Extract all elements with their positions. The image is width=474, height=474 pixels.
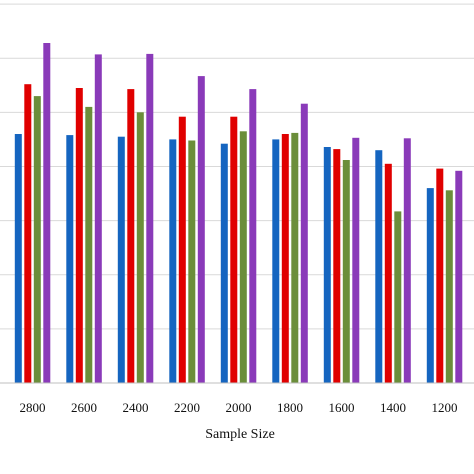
x-tick-label: 1800 [277, 400, 303, 415]
bar-2800-series-1 [14, 134, 22, 383]
x-tick-label: 2000 [226, 400, 252, 415]
bar-2200-series-3 [188, 140, 196, 383]
bar-1400-series-3 [394, 211, 402, 383]
x-tick-labels: 2800 2600 2400 2200 2000 1800 1600 1400 1200 [20, 400, 458, 415]
bar-1200-series-4 [455, 170, 463, 383]
bar-2000-series-2 [230, 116, 238, 383]
bar-2200-series-2 [178, 116, 186, 383]
bar-2800-series-4 [43, 43, 51, 383]
bar-1800-series-4 [300, 103, 308, 383]
bar-1600-series-3 [342, 160, 350, 383]
bar-2000-series-3 [239, 131, 247, 383]
bar-2600-series-2 [75, 88, 83, 383]
bar-2600-series-3 [85, 106, 93, 384]
bar-1400-series-4 [403, 138, 411, 383]
x-axis-title: Sample Size [205, 427, 275, 442]
x-tick-label: 1200 [432, 400, 458, 415]
bar-2000-series-1 [220, 143, 228, 383]
bar-2200-series-4 [197, 76, 205, 383]
x-tick-label: 2200 [174, 400, 200, 415]
bar-2600-series-1 [66, 135, 74, 383]
bar-1800-series-1 [272, 139, 280, 383]
bar-1200-series-3 [445, 190, 453, 383]
x-tick-label: 2800 [20, 400, 46, 415]
bar-1800-series-3 [291, 132, 299, 383]
bar-1200-series-2 [436, 168, 444, 383]
bar-1600-series-2 [333, 149, 341, 383]
x-tick-label: 1600 [329, 400, 355, 415]
x-tick-label: 2400 [123, 400, 149, 415]
bar-2400-series-4 [146, 53, 154, 384]
bars [14, 43, 463, 384]
bar-2400-series-2 [127, 89, 135, 383]
bar-2200-series-1 [169, 139, 177, 383]
bar-1800-series-2 [281, 134, 289, 383]
bar-2000-series-4 [249, 89, 257, 383]
bar-1400-series-1 [375, 150, 383, 383]
x-tick-label: 1400 [380, 400, 406, 415]
bar-1600-series-1 [323, 147, 331, 383]
bar-2800-series-3 [33, 96, 41, 383]
x-tick-label: 2600 [71, 400, 97, 415]
bar-1400-series-2 [384, 163, 392, 383]
bar-2400-series-3 [136, 112, 144, 384]
bar-2800-series-2 [24, 84, 32, 383]
bar-1600-series-4 [352, 137, 360, 383]
bar-1200-series-1 [426, 188, 434, 383]
bar-2600-series-4 [94, 54, 102, 384]
bar-2400-series-1 [117, 136, 125, 383]
